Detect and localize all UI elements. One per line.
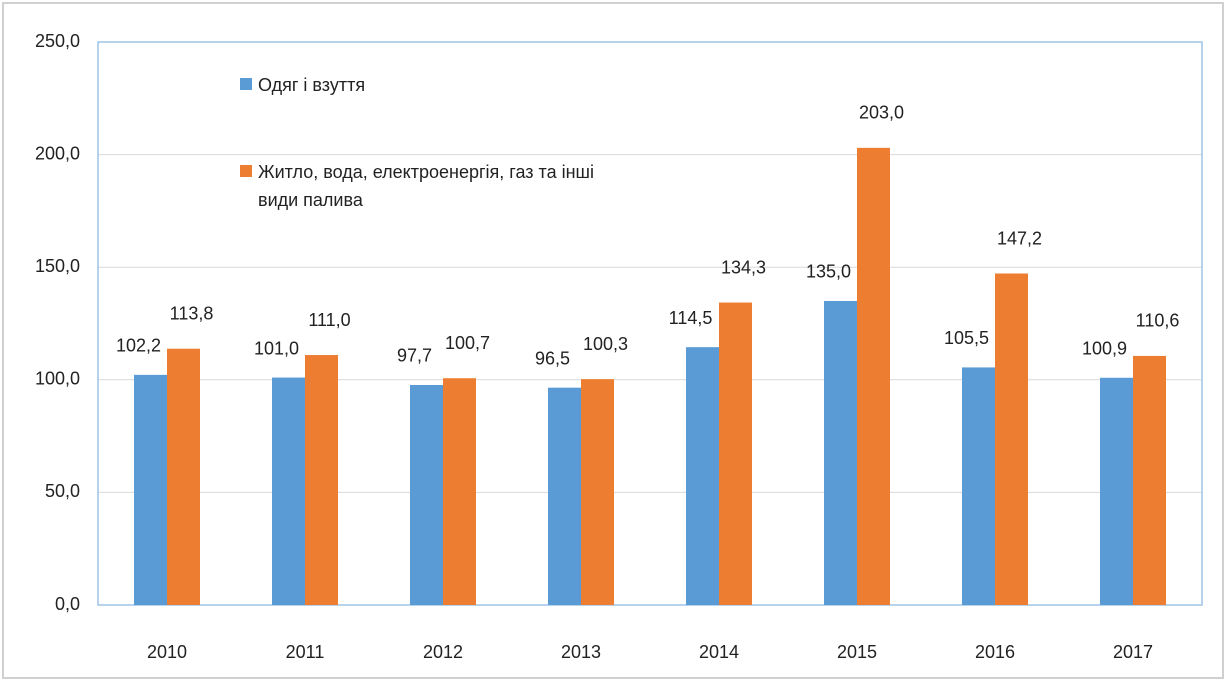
bar [962,367,995,605]
data-label: 114,5 [669,308,713,328]
bar [686,347,719,605]
x-tick-label: 2015 [837,642,877,662]
data-label: 100,7 [445,333,490,353]
data-label: 100,3 [583,334,628,354]
bar [719,302,752,605]
x-tick-label: 2016 [975,642,1015,662]
y-tick-label: 200,0 [35,143,80,163]
data-label: 100,9 [1082,339,1127,359]
bar [443,378,476,605]
x-tick-label: 2017 [1113,642,1153,662]
x-tick-label: 2010 [147,642,187,662]
data-label: 113,8 [170,303,214,323]
x-tick-label: 2014 [699,642,739,662]
y-tick-label: 250,0 [35,31,80,51]
data-label: 111,0 [308,310,350,330]
bar [548,387,581,605]
bar [134,374,167,605]
bar [995,273,1028,605]
data-label: 96,5 [535,348,570,368]
legend-label: Житло, вода, електроенергія, газ та інші… [258,162,594,210]
bar [581,379,614,605]
bar [1100,377,1133,605]
bar [305,355,338,605]
y-tick-label: 100,0 [35,369,80,389]
data-label: 147,2 [997,228,1042,248]
data-label: 110,6 [1136,311,1180,331]
data-label: 135,0 [806,262,851,282]
bar [824,300,857,605]
legend-label: Одяг і взуття [258,75,366,95]
data-label: 134,3 [721,257,766,277]
x-tick-label: 2011 [286,642,325,662]
data-label: 105,5 [944,328,989,348]
y-tick-label: 50,0 [45,481,80,501]
data-label: 203,0 [859,103,904,123]
legend-swatch [240,165,252,177]
data-label: 101,0 [254,338,299,358]
bar [272,377,305,605]
bar [410,384,443,605]
data-label: 102,2 [116,336,161,356]
y-tick-label: 0,0 [55,594,80,614]
bar [857,147,890,605]
plot-border [97,41,1203,606]
legend-swatch [240,78,252,90]
bar [167,348,200,605]
data-label: 97,7 [397,346,432,366]
bar [1133,355,1166,605]
x-tick-label: 2013 [561,642,601,662]
x-tick-label: 2012 [423,642,463,662]
y-tick-label: 150,0 [35,256,80,276]
